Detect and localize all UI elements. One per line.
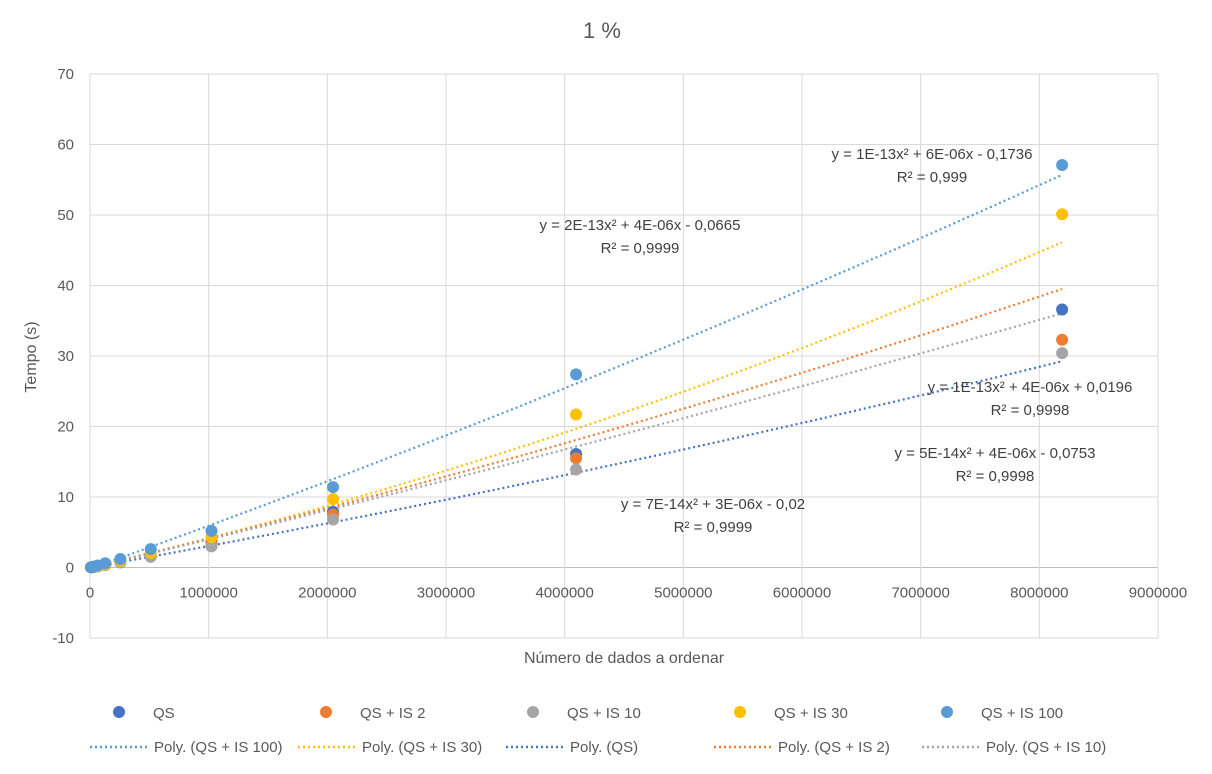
y-tick-label: 60: [57, 137, 74, 154]
point-qs-is-100: [144, 543, 157, 556]
point-qs-is-100: [570, 368, 583, 381]
r2-qs-is-100: R² = 0,999: [897, 169, 967, 186]
point-qs-is-100: [1056, 158, 1069, 171]
x-tick-label: 5000000: [654, 585, 712, 602]
trendline-qs-is-30: [89, 241, 1063, 570]
y-tick-labels: -10 0 10 20 30 40 50 60 70: [52, 66, 74, 647]
y-tick-label: 70: [57, 66, 74, 83]
x-tick-label: 7000000: [891, 585, 949, 602]
legend-trend-label-qs-is-30: Poly. (QS + IS 30): [362, 739, 482, 756]
point-qs-is-100: [327, 481, 340, 494]
x-tick-label: 8000000: [1010, 585, 1068, 602]
x-tick-label: 4000000: [535, 585, 593, 602]
y-tick-label: -10: [52, 630, 74, 647]
legend-marker-qs-is-2: [320, 706, 332, 718]
y-tick-label: 50: [57, 207, 74, 224]
grid: [89, 73, 1159, 639]
legend-trend-label-qs: Poly. (QS): [570, 739, 638, 756]
point-qs-is-30: [570, 408, 583, 421]
point-qs-is-100: [114, 553, 127, 566]
data-points: [84, 158, 1069, 574]
point-qs-is-10: [1056, 347, 1069, 360]
point-qs-is-2: [570, 452, 583, 465]
legend-marker-qs-is-10: [527, 706, 539, 718]
x-tick-labels: 0 1000000 2000000 3000000 4000000 5000000 6000…: [86, 585, 1187, 602]
trendline-equations: y = 1E-13x² + 6E-06x - 0,1736 R² = 0,999 y…: [540, 146, 1133, 536]
y-tick-label: 20: [57, 419, 74, 436]
legend-label-qs-is-30: QS + IS 30: [774, 705, 848, 722]
y-tick-label: 40: [57, 278, 74, 295]
x-tick-label: 9000000: [1129, 585, 1187, 602]
equation-qs: y = 7E-14x² + 3E-06x - 0,02: [621, 496, 805, 513]
point-qs-is-30: [327, 493, 340, 506]
x-tick-label: 0: [86, 585, 94, 602]
point-qs-is-10: [205, 540, 218, 553]
y-axis-label: Tempo (s): [23, 321, 40, 392]
legend-label-qs: QS: [153, 705, 175, 722]
r2-qs-is-2: R² = 0,9998: [991, 402, 1070, 419]
point-qs: [1056, 303, 1069, 316]
x-axis-label: Número de dados a ordenar: [524, 650, 725, 667]
y-tick-label: 30: [57, 348, 74, 365]
legend-marker-qs-is-30: [734, 706, 746, 718]
r2-qs-is-10: R² = 0,9998: [956, 468, 1035, 485]
y-tick-label: 10: [57, 489, 74, 506]
x-tick-label: 1000000: [179, 585, 237, 602]
legend-label-qs-is-10: QS + IS 10: [567, 705, 641, 722]
legend-trend-label-qs-is-10: Poly. (QS + IS 10): [986, 739, 1106, 756]
equation-qs-is-10: y = 5E-14x² + 4E-06x - 0,0753: [895, 445, 1096, 462]
point-qs-is-2: [1056, 333, 1069, 346]
point-qs-is-100: [99, 557, 112, 570]
trendline-qs-is-2: [89, 287, 1063, 569]
trendline-qs-is-100: [89, 173, 1063, 570]
x-tick-label: 3000000: [417, 585, 475, 602]
y-tick-label: 0: [66, 560, 74, 577]
equation-qs-is-100: y = 1E-13x² + 6E-06x - 0,1736: [832, 146, 1033, 163]
x-tick-label: 2000000: [298, 585, 356, 602]
equation-qs-is-30: y = 2E-13x² + 4E-06x - 0,0665: [540, 217, 741, 234]
legend-label-qs-is-2: QS + IS 2: [360, 705, 425, 722]
equation-qs-is-2: y = 1E-13x² + 4E-06x + 0,0196: [928, 379, 1133, 396]
x-tick-label: 6000000: [773, 585, 831, 602]
chart-title: 1 %: [583, 18, 621, 43]
r2-qs-is-30: R² = 0,9999: [601, 240, 680, 257]
legend-marker-qs: [113, 706, 125, 718]
point-qs-is-10: [570, 463, 583, 476]
point-qs-is-100: [205, 524, 218, 537]
legend-trend-label-qs-is-2: Poly. (QS + IS 2): [778, 739, 890, 756]
trendline-qs-is-10: [89, 312, 1063, 570]
point-qs-is-30: [1056, 208, 1069, 221]
legend-trend-label-qs-is-100: Poly. (QS + IS 100): [154, 739, 283, 756]
r2-qs: R² = 0,9999: [674, 519, 753, 536]
legend-label-qs-is-100: QS + IS 100: [981, 705, 1063, 722]
legend: QS QS + IS 2 QS + IS 10 QS + IS 30 QS + IS 1…: [90, 705, 1106, 756]
point-qs-is-10: [327, 513, 340, 526]
legend-marker-qs-is-100: [941, 706, 953, 718]
